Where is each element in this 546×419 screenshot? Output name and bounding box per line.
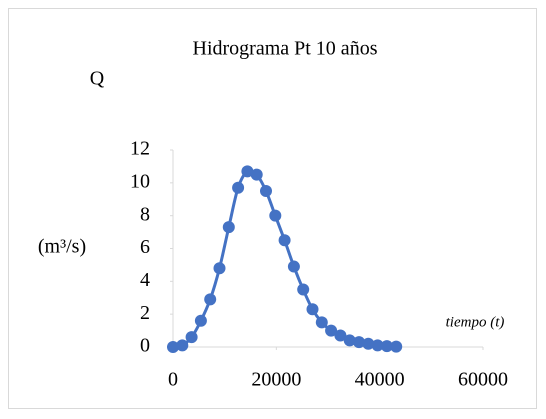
data-point: [194, 314, 207, 327]
data-point: [241, 165, 254, 178]
data-point: [334, 329, 347, 342]
data-point: [287, 260, 300, 273]
x-tick-label: 0: [168, 369, 178, 391]
y-tick-label: 10: [130, 170, 150, 192]
data-point: [260, 185, 272, 198]
data-point: [343, 334, 356, 347]
data-point: [185, 331, 198, 344]
y-tick-label: 4: [140, 269, 150, 291]
data-point: [269, 209, 282, 222]
x-tick-label: 20000: [251, 369, 301, 391]
y-tick-label: 8: [140, 203, 150, 225]
data-point: [362, 337, 375, 350]
data-point: [176, 339, 189, 352]
data-point: [371, 339, 384, 352]
x-axis-title: tiempo (t): [446, 314, 505, 330]
data-point: [213, 262, 226, 275]
data-point: [315, 316, 328, 329]
y-tick-label: 12: [130, 138, 150, 160]
y-tick-label: 6: [140, 236, 150, 258]
y-tick-label: 2: [140, 302, 150, 324]
x-tick-label: 40000: [355, 369, 405, 391]
y-axis-unit: (m³/s): [38, 236, 86, 258]
data-point: [390, 340, 403, 353]
data-point: [204, 293, 217, 306]
data-point: [325, 324, 338, 337]
data-point: [380, 340, 393, 353]
data-point: [353, 336, 365, 349]
y-axis-title: Q: [90, 68, 105, 90]
chart-title: Hidrograma Pt 10 años: [193, 38, 378, 60]
data-point: [250, 168, 263, 181]
x-tick-label: 60000: [458, 369, 508, 391]
data-point: [278, 234, 291, 247]
data-point: [306, 303, 319, 316]
data-point: [297, 283, 310, 296]
y-tick-label: 0: [140, 335, 150, 357]
data-point: [222, 221, 235, 234]
data-point: [232, 181, 245, 194]
data-point: [167, 341, 179, 353]
